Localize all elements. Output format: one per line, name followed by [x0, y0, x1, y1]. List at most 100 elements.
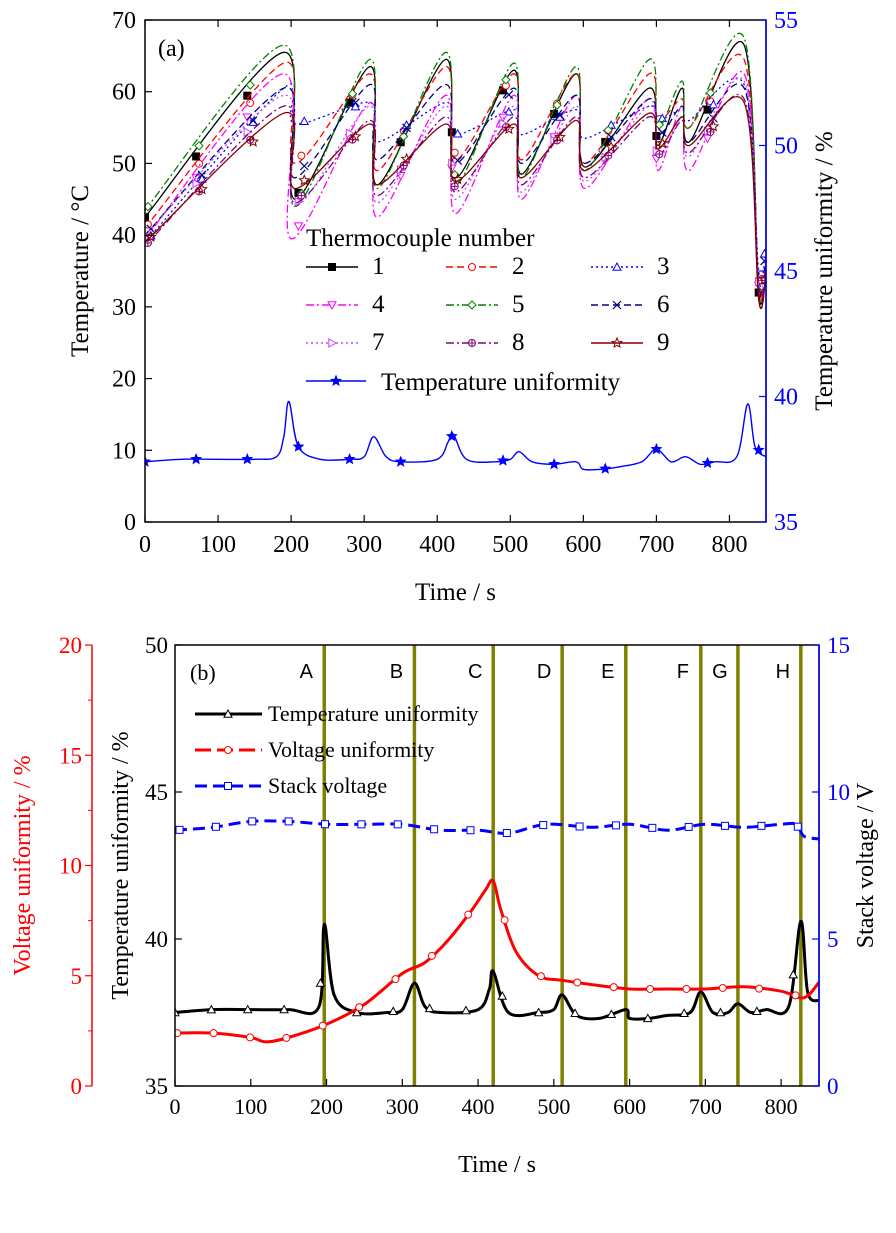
series-9-point: [190, 453, 203, 465]
y-tick-label: 40: [145, 927, 168, 952]
series-5-point: [402, 123, 411, 133]
series-line-6: [145, 77, 766, 292]
y3-axis-title: Voltage uniformity / %: [10, 755, 36, 975]
series-0-point: [679, 1008, 689, 1017]
series-8-point: [247, 135, 260, 147]
series-2-point: [793, 822, 802, 831]
y3-tick-label: 20: [59, 633, 82, 658]
legend-entry: 1: [372, 253, 385, 280]
series-2-point: [211, 822, 220, 831]
legend-marker: [328, 263, 336, 271]
series-2-point: [539, 821, 548, 830]
y-axis-title: Temperature / °C: [67, 185, 94, 357]
series-9-point: [343, 453, 356, 465]
y-tick-label: 0: [124, 510, 136, 536]
series-8-point: [758, 273, 766, 285]
y2-tick-label: 15: [827, 633, 850, 658]
y-tick-label: 30: [112, 295, 136, 321]
series-1-point: [755, 984, 764, 993]
series-2-point: [321, 820, 330, 829]
series-2-point: [721, 821, 730, 830]
legend-marker: [612, 261, 622, 271]
series-1-point: [718, 983, 727, 992]
legend-marker: [224, 782, 232, 790]
series-5-point: [146, 224, 156, 234]
series-9-point: [394, 455, 407, 467]
series-5-point: [350, 98, 360, 108]
series-4-point: [501, 75, 511, 85]
y-tick-label: 50: [112, 151, 136, 177]
event-label-A: A: [300, 661, 314, 683]
event-label-C: C: [468, 661, 482, 683]
series-9-point: [145, 455, 152, 467]
series-1-point: [391, 975, 400, 984]
series-4-point: [705, 88, 716, 98]
y2-tick-label: 55: [774, 8, 798, 34]
legend-entry: 2: [512, 253, 525, 280]
legend-marker: [468, 339, 476, 347]
series-6-point: [192, 178, 202, 189]
x-tick-label: 200: [310, 1094, 343, 1119]
series-1-point: [246, 1033, 255, 1042]
series-0-point: [243, 91, 252, 100]
series-0-point: [351, 1007, 362, 1017]
legend-entry: 4: [372, 291, 385, 318]
series-line-7: [145, 94, 766, 299]
series-7-point: [297, 191, 306, 200]
legend-entry: 9: [657, 329, 670, 356]
series-line-8: [145, 96, 766, 310]
series-0-point: [715, 1007, 726, 1017]
series-1-point: [427, 951, 436, 960]
x-tick-label: 300: [386, 1094, 419, 1119]
series-0-point: [533, 1007, 544, 1017]
series-0-point: [145, 213, 149, 222]
x-tick-label: 500: [492, 532, 528, 558]
series-1-point: [646, 984, 655, 993]
series-5-point: [197, 170, 207, 180]
y-tick-label: 40: [112, 223, 136, 249]
legend-marker: [612, 300, 622, 310]
y2-tick-label: 45: [774, 259, 798, 285]
x-tick-label: 700: [638, 532, 674, 558]
panel-b-axes: 0 100 200 300 400 500 600 700 800354045500510150…: [10, 633, 879, 1178]
series-0-point: [424, 1003, 435, 1013]
series-9-point: [650, 442, 663, 455]
series-4-point: [194, 141, 204, 151]
series-0-point: [388, 1006, 399, 1016]
series-line-1: [175, 878, 819, 1044]
legend-marker-cross: [469, 340, 475, 346]
x-tick-label: 800: [711, 532, 747, 558]
series-0-point: [570, 1008, 580, 1017]
x-axis-title: Time / s: [458, 1152, 536, 1178]
series-9-point: [445, 430, 458, 442]
y2-tick-label: 40: [774, 385, 798, 411]
series-1-point: [573, 978, 582, 987]
series-2-point: [575, 822, 584, 831]
y2-tick-label: 5: [827, 927, 839, 952]
series-5-point: [248, 116, 258, 126]
series-line-0: [175, 919, 819, 1021]
series-2-point: [466, 826, 475, 835]
series-0-point: [606, 1009, 617, 1019]
event-label-F: F: [677, 661, 689, 683]
chart-panel-b: A B C D E F G H0 100 200 300 400 500 600 700 8003540455…: [10, 633, 879, 1178]
legend-marker: [467, 300, 477, 310]
x-tick-label: 500: [537, 1094, 570, 1119]
series-8-point: [502, 122, 515, 135]
series-5-point: [299, 161, 309, 171]
x-tick-label: 300: [346, 532, 382, 558]
series-2-point: [248, 817, 257, 826]
panel-label: (b): [190, 660, 216, 685]
series-4-point: [347, 88, 358, 99]
y3-tick-label: 0: [71, 1074, 83, 1099]
series-0-point: [206, 1004, 217, 1014]
series-7-point-cross: [451, 183, 458, 190]
y-tick-label: 60: [112, 80, 136, 106]
event-label-B: B: [390, 661, 403, 683]
series-0-point: [279, 1004, 289, 1014]
legend-entry: Voltage uniformity: [268, 737, 434, 762]
series-1-point: [355, 1003, 364, 1012]
series-8-point: [656, 136, 669, 149]
series-1-point: [536, 972, 545, 981]
